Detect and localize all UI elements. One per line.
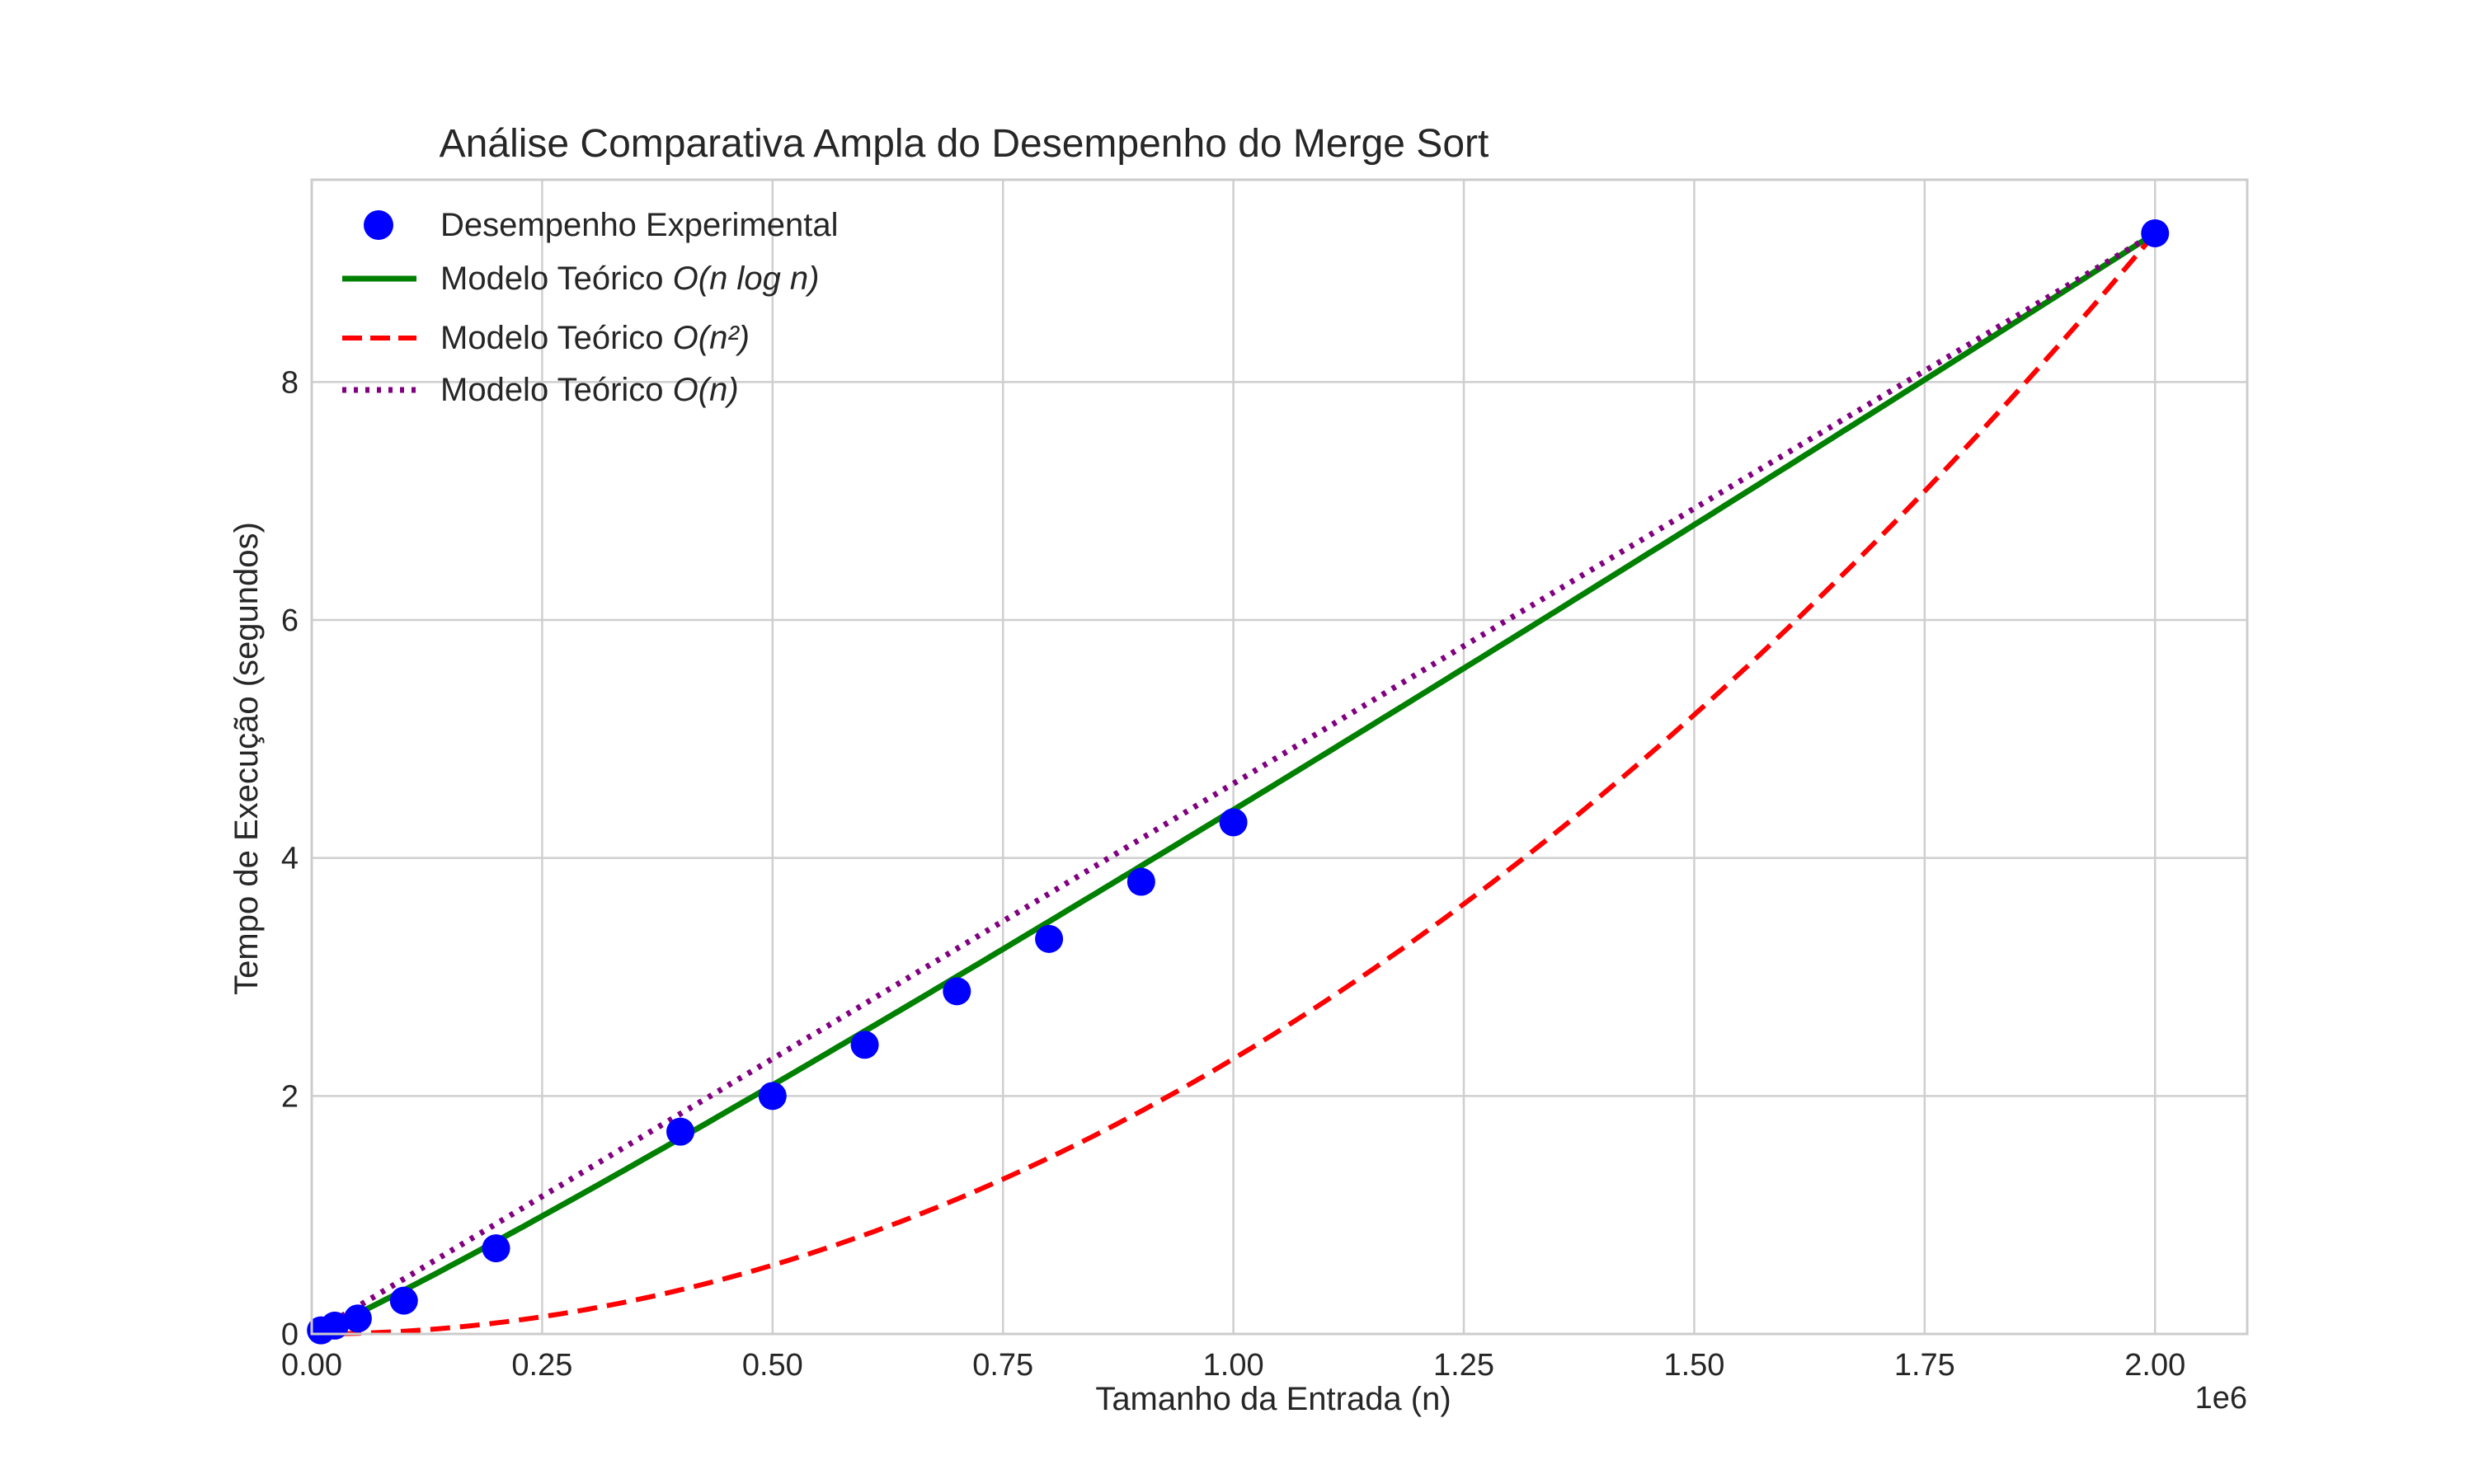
legend-label: Modelo Teórico O(n) [440, 372, 739, 408]
legend-label-math: O(n²) [673, 320, 750, 356]
y-tick-label: 4 [281, 842, 299, 876]
legend-label: Modelo Teórico O(n²) [440, 320, 750, 356]
data-point [666, 1117, 695, 1146]
data-point [943, 977, 971, 1006]
y-tick-label: 8 [281, 365, 299, 400]
x-axis-offset-text: 1e6 [2195, 1381, 2247, 1416]
y-tick-label: 0 [281, 1317, 299, 1352]
series-layer [307, 218, 2170, 1345]
data-point [1126, 867, 1155, 896]
x-tick-label: 0.50 [742, 1348, 803, 1383]
data-point [482, 1234, 510, 1263]
data-point [1219, 808, 1248, 837]
y-tick-label: 2 [281, 1079, 299, 1114]
x-tick-label: 1.50 [1663, 1348, 1724, 1383]
data-point [389, 1286, 418, 1315]
x-axis-ticks: 0.00 0.25 0.50 0.75 1.00 1.25 1.50 1.75 2.00 [281, 1348, 2185, 1383]
legend-label-prefix: Modelo Teórico [440, 372, 673, 408]
x-tick-label: 1.00 [1203, 1348, 1264, 1383]
legend-label-math: O(n) [673, 372, 739, 408]
y-tick-label: 6 [281, 603, 299, 638]
legend-marker-scatter [364, 210, 393, 240]
x-tick-label: 0.25 [511, 1348, 572, 1383]
y-axis-ticks: 0 2 4 6 8 [281, 365, 299, 1352]
data-point [320, 1311, 349, 1340]
data-point [758, 1082, 787, 1111]
x-tick-label: 0.00 [281, 1348, 342, 1383]
data-point [2141, 218, 2170, 247]
data-point [850, 1031, 879, 1059]
legend: Desempenho Experimental Modelo Teórico O(… [342, 207, 838, 408]
legend-label: Modelo Teórico O(n log n) [440, 261, 820, 297]
x-tick-label: 2.00 [2124, 1348, 2185, 1383]
chart-title: Análise Comparativa Ampla do Desempenho … [440, 122, 1489, 166]
x-axis-label: Tamanho da Entrada (n) [1095, 1381, 1451, 1417]
y-axis-label: Tempo de Execução (segundos) [228, 522, 265, 995]
legend-label-math: O(n log n) [673, 261, 820, 297]
legend-label-prefix: Modelo Teórico [440, 320, 673, 356]
plot-frame [310, 178, 2249, 1336]
data-point [343, 1304, 372, 1333]
x-tick-label: 1.75 [1894, 1348, 1955, 1383]
legend-label-prefix: Modelo Teórico [440, 261, 673, 297]
legend-label: Desempenho Experimental [440, 207, 838, 243]
x-tick-label: 0.75 [972, 1348, 1033, 1383]
series-line-n2 [312, 231, 2157, 1336]
x-tick-label: 1.25 [1433, 1348, 1494, 1383]
data-point [1035, 924, 1064, 953]
